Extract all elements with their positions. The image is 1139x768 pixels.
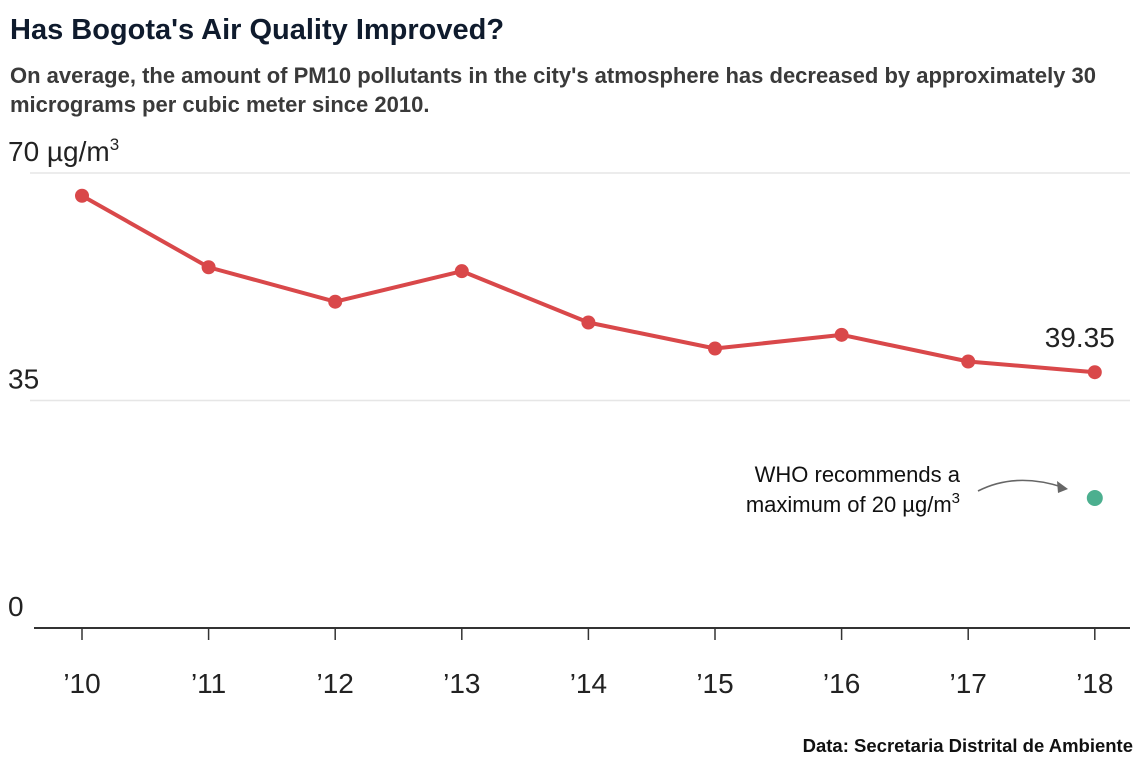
unit-superscript: 3	[952, 490, 960, 507]
y-axis-labels: 70 µg/m3 35 0	[8, 135, 119, 622]
x-tick-label: ’18	[1076, 668, 1113, 699]
x-tick-label: ’16	[823, 668, 860, 699]
data-point	[75, 188, 89, 203]
unit-superscript: 3	[110, 135, 119, 154]
series-line	[80, 193, 1097, 375]
x-tick-label: ’11	[191, 668, 226, 699]
y-tick-label: 70 µg/m3	[8, 135, 119, 167]
series-pm10: 39.35	[75, 188, 1115, 380]
chart-subtitle: On average, the amount of PM10 pollutant…	[10, 63, 1097, 117]
chart-title: Has Bogota's Air Quality Improved?	[10, 14, 505, 46]
y-tick-label: 35	[8, 364, 39, 395]
data-point	[328, 294, 343, 309]
gridlines	[30, 172, 1130, 402]
annotation-line-1: WHO recommends a	[755, 462, 961, 487]
data-point	[201, 260, 216, 275]
x-tick-label: ’14	[570, 668, 607, 699]
data-point	[961, 354, 976, 369]
x-tick-label: ’13	[443, 668, 480, 699]
data-point	[581, 315, 596, 330]
data-point	[1087, 365, 1102, 380]
annotation-line-2: maximum of 20 µg/m3	[746, 490, 960, 517]
annotation-arrow	[977, 479, 1063, 492]
x-tick-label: ’10	[63, 668, 100, 699]
source-note: Data: Secretaria Distrital de Ambiente	[802, 735, 1133, 756]
x-tick-label: ’17	[950, 668, 987, 699]
x-tick-label: ’15	[696, 668, 733, 699]
arrowhead-icon	[1057, 481, 1068, 493]
end-value-label: 39.35	[1045, 322, 1115, 353]
x-axis	[34, 627, 1130, 640]
x-axis-labels: ’10 ’11 ’12 ’13 ’14 ’15 ’16 ’17 ’18	[63, 668, 1113, 699]
who-annotation: WHO recommends a maximum of 20 µg/m3	[746, 462, 1103, 517]
data-point	[454, 264, 469, 279]
y-tick-label: 0	[8, 591, 24, 622]
x-tick-label: ’12	[317, 668, 354, 699]
who-reference-point	[1086, 490, 1103, 506]
data-point	[834, 327, 849, 342]
data-point	[708, 341, 722, 356]
